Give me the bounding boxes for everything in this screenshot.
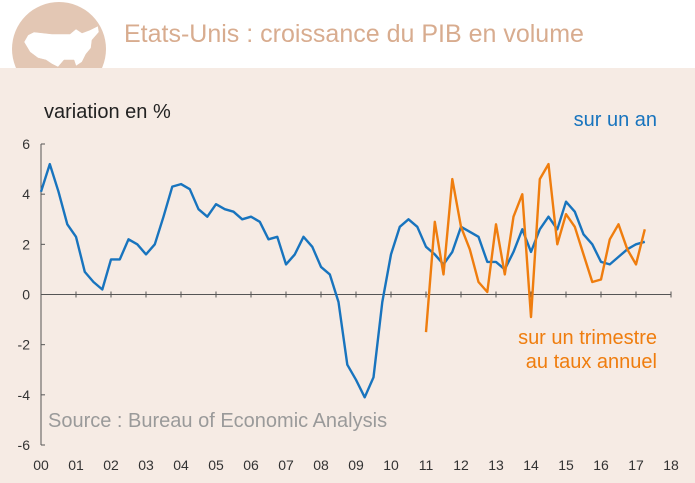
x-tick-label: 13 [488,457,504,473]
y-tick-label: -6 [18,437,31,453]
axes [40,143,672,446]
series-lines [39,162,646,399]
x-tick-label: 03 [138,457,154,473]
x-tick-label: 15 [558,457,574,473]
y-tick-label: 4 [22,186,30,202]
x-tick-label: 11 [419,457,434,473]
series-label-sur-un-an: sur un an [574,109,657,132]
chart-title: Etats-Unis : croissance du PIB en volume [124,20,584,48]
x-tick-label: 16 [593,457,609,473]
y-axis-label: variation en % [44,101,171,123]
x-tick-label: 18 [663,457,679,473]
x-tick-label: 09 [348,457,364,473]
series-line-sur-un-an [39,162,646,399]
y-tick-label: 0 [22,287,30,303]
x-tick-label: 06 [243,457,259,473]
series-label-trimestre: sur un trimestre au taux annuel [518,326,657,374]
x-tick-label: 02 [103,457,119,473]
header: Etats-Unis : croissance du PIB en volume [0,0,695,96]
x-tick-label: 14 [523,457,539,473]
y-tick-label: 2 [22,236,30,252]
x-tick-label: 05 [208,457,224,473]
x-tick-label: 07 [278,457,294,473]
series-label-line: sur un trimestre [518,327,657,349]
x-tick-label: 08 [313,457,329,473]
tick-labels: 6 4 2 0 -2 -4 -600 01 02 03 04 05 06 07 08 09 10 11 12 13 14… [18,136,679,473]
x-tick-label: 00 [33,457,49,473]
y-tick-label: -4 [18,387,31,403]
x-tick-label: 04 [173,457,189,473]
series-label-line: sur un an [573,109,657,131]
plot-background [0,68,695,483]
series-label-line: au taux annuel [525,351,657,373]
source-note: Source : Bureau of Economic Analysis [48,410,388,432]
x-tick-label: 01 [68,457,84,473]
x-tick-label: 10 [383,457,399,473]
x-tick-label: 12 [453,457,469,473]
x-tick-label: 17 [628,457,644,473]
y-tick-label: -2 [18,337,31,353]
series-line-trimestre [424,162,646,333]
y-tick-label: 6 [22,136,30,152]
